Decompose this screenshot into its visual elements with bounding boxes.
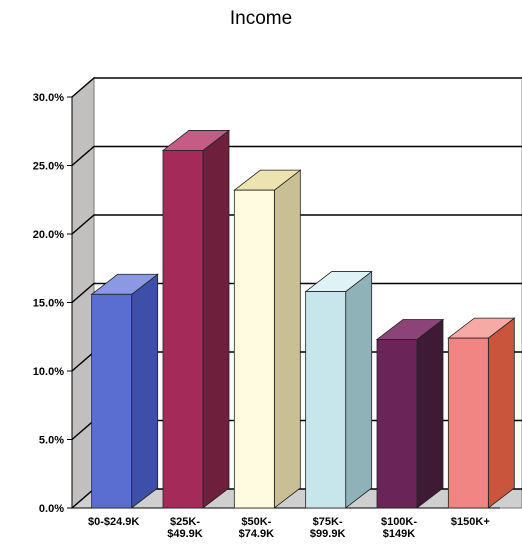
bar	[305, 291, 347, 509]
y-tick-label: 30.0%	[33, 92, 64, 104]
bar-side	[416, 318, 444, 509]
x-tick-label: $25K-	[170, 516, 200, 528]
y-tick-label: 15.0%	[33, 298, 64, 310]
bar-side	[202, 129, 230, 509]
bar	[233, 189, 275, 509]
gridline	[71, 145, 522, 167]
y-tick-label: 20.0%	[33, 229, 64, 241]
x-tick-label: $0-$24.9K	[88, 516, 139, 528]
gridline	[71, 214, 522, 235]
bar	[91, 293, 133, 509]
bar	[162, 150, 204, 509]
gridline	[71, 77, 522, 98]
x-tick-label: $74.9K	[239, 528, 275, 540]
y-tick-label: 25.0%	[33, 161, 64, 173]
bar-side	[273, 169, 301, 509]
bar-side	[487, 317, 515, 509]
x-tick-label: $99.9K	[310, 528, 346, 540]
bar	[376, 339, 418, 509]
x-tick-label: $49.9K	[167, 528, 203, 540]
y-tick-label: 10.0%	[33, 366, 64, 378]
x-tick-label: $50K-	[241, 516, 271, 528]
chart-title: Income	[229, 8, 293, 29]
x-tick-label: $149K	[383, 528, 415, 540]
bar	[447, 337, 489, 509]
gridline	[71, 282, 522, 304]
y-tick-label: 5.0%	[39, 435, 64, 447]
bar-side	[131, 273, 159, 509]
x-tick-label: $75K-	[313, 516, 343, 528]
x-tick-label: $100K-	[381, 516, 417, 528]
x-tick-label: $150K+	[451, 516, 490, 528]
bar-side	[345, 270, 373, 509]
y-tick-label: 0.0%	[39, 503, 64, 515]
